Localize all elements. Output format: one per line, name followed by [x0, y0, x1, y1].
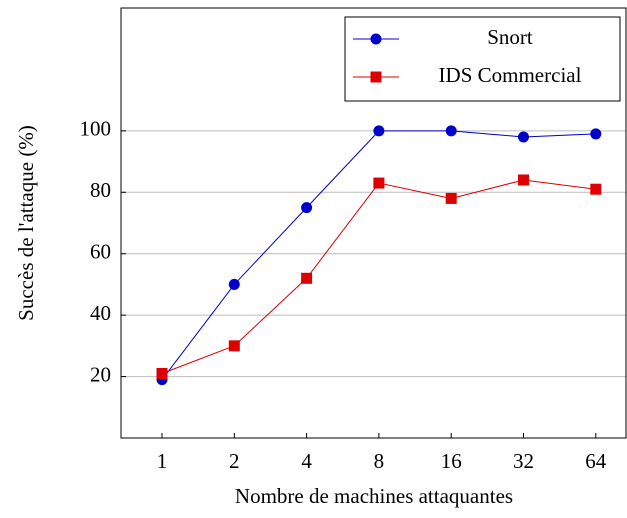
point	[518, 174, 529, 186]
point	[445, 125, 457, 137]
point	[156, 368, 168, 379]
x-tick-label: 4	[301, 449, 312, 473]
x-tick-label: 1	[157, 449, 168, 473]
point	[518, 131, 529, 143]
series-line	[161, 179, 596, 374]
y-tick-label: 20	[90, 362, 111, 386]
point	[445, 192, 457, 204]
y-tick-label: 40	[90, 301, 111, 325]
y-tick-label: 60	[90, 240, 111, 264]
point	[301, 202, 313, 214]
point	[370, 33, 382, 45]
series-line	[161, 130, 596, 380]
y-tick-label: 100	[80, 117, 112, 141]
x-tick-label: 32	[513, 449, 534, 473]
x-tick-label: 16	[441, 449, 462, 473]
legend-label: Snort	[487, 25, 533, 49]
point	[228, 278, 240, 290]
x-tick-label: 8	[374, 449, 385, 473]
x-tick-label: 2	[229, 449, 240, 473]
point	[373, 177, 385, 189]
point	[228, 340, 240, 352]
point	[590, 128, 602, 140]
point	[301, 272, 313, 284]
point	[373, 125, 385, 137]
legend-label: IDS Commercial	[439, 63, 582, 87]
legend-box	[344, 16, 621, 102]
point	[370, 71, 382, 83]
plot-frame	[120, 7, 627, 439]
y-tick-label: 80	[90, 178, 111, 202]
x-axis-label: Nombre de machines attaquantes	[235, 484, 513, 508]
y-axis-label: Succès de l'attaque (%)	[14, 125, 38, 321]
x-tick-label: 64	[585, 449, 607, 473]
point	[590, 183, 602, 195]
